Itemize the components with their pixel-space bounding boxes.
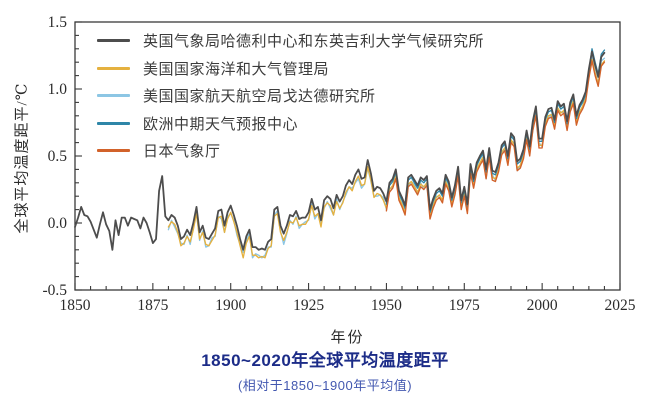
legend-swatch-jma: [97, 149, 130, 153]
legend-swatch-noaa: [97, 66, 130, 70]
y-axis-title: 全球平均温度距平/℃: [14, 82, 31, 234]
svg-text:1875: 1875: [137, 297, 168, 314]
svg-text:1925: 1925: [293, 297, 324, 314]
svg-text:0.0: 0.0: [48, 215, 68, 232]
legend-label-ecmwf: 欧洲中期天气预报中心: [143, 116, 299, 133]
legend-label-ukmo-hadley: 英国气象局哈德利中心和东英吉利大学气候研究所: [143, 34, 485, 51]
legend-item-ecmwf: 欧洲中期天气预报中心: [97, 110, 484, 138]
legend-item-nasa-giss: 美国国家航天航空局戈达德研究所: [97, 82, 484, 110]
chart-subtitle: (相对于1850~1900年平均值): [237, 378, 413, 393]
legend-swatch-nasa-giss: [97, 94, 130, 98]
svg-text:1850: 1850: [60, 297, 91, 314]
x-axis-title: 年份: [330, 330, 365, 346]
svg-text:2025: 2025: [605, 297, 636, 314]
chart-title: 1850~2020年全球平均温度距平: [201, 351, 449, 370]
legend-swatch-ukmo-hadley: [97, 39, 130, 43]
legend-item-jma: 日本气象厅: [97, 137, 484, 165]
legend-label-jma: 日本气象厅: [143, 144, 221, 161]
svg-text:1900: 1900: [215, 297, 246, 314]
legend-swatch-ecmwf: [97, 121, 130, 125]
legend-item-noaa: 美国国家海洋和大气管理局: [97, 55, 484, 83]
svg-text:1950: 1950: [371, 297, 402, 314]
legend-label-nasa-giss: 美国国家航天航空局戈达德研究所: [143, 89, 376, 106]
svg-text:-0.5: -0.5: [42, 282, 67, 299]
svg-text:2000: 2000: [527, 297, 558, 314]
svg-text:0.5: 0.5: [48, 148, 68, 165]
svg-text:1975: 1975: [449, 297, 480, 314]
svg-text:1.5: 1.5: [48, 14, 68, 31]
svg-text:1.0: 1.0: [48, 81, 68, 98]
legend-item-ukmo-hadley: 英国气象局哈德利中心和东英吉利大学气候研究所: [97, 27, 484, 55]
legend: 英国气象局哈德利中心和东英吉利大学气候研究所 美国国家海洋和大气管理局 美国国家…: [97, 27, 484, 165]
legend-label-noaa: 美国国家海洋和大气管理局: [143, 61, 330, 78]
